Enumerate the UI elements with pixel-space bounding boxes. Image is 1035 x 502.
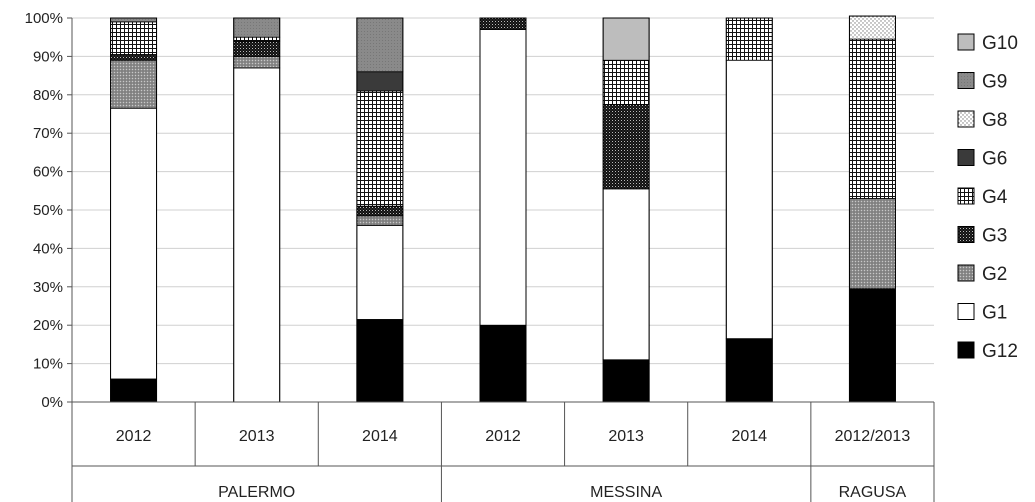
bar-segment-g4 bbox=[849, 38, 896, 199]
bar-segment-g9 bbox=[110, 17, 157, 23]
bar-segment-g12 bbox=[602, 359, 650, 403]
y-axis: 0% 10% 20% 30% 40% 50% 60% 70% 80% 90% 100% bbox=[25, 10, 73, 411]
y-tick-label: 90% bbox=[33, 48, 63, 65]
bar-segment-g9 bbox=[356, 17, 404, 73]
bar-segment-g4 bbox=[602, 59, 650, 105]
bars bbox=[110, 15, 896, 403]
category-axis: 2012 2013 2014 PALERMO 2012 2013 2014 MESSINA 20… bbox=[71, 401, 935, 502]
x-tick-label: 2013 bbox=[239, 428, 275, 445]
legend-swatch-g2 bbox=[957, 264, 975, 282]
bar-segment-g1 bbox=[479, 29, 527, 326]
legend-label: G9 bbox=[982, 72, 1007, 93]
group-label: PALERMO bbox=[218, 484, 295, 501]
y-tick-label: 0% bbox=[41, 394, 63, 411]
y-tick-label: 100% bbox=[25, 10, 63, 27]
bar-segment-g12 bbox=[725, 338, 773, 403]
x-tick-label: 2013 bbox=[608, 428, 644, 445]
bar-segment-g12 bbox=[849, 288, 896, 403]
legend-label: G2 bbox=[982, 264, 1007, 285]
bar-segment-g3 bbox=[356, 205, 404, 217]
bar-segment-g2 bbox=[356, 215, 404, 226]
y-tick-label: 20% bbox=[33, 317, 63, 334]
x-tick-label: 2012/2013 bbox=[835, 428, 911, 445]
legend: G10 G9 G8 G6 G4 G3 G2 G1 G12 bbox=[957, 33, 1018, 362]
bar-segment-g4 bbox=[725, 17, 773, 61]
legend-swatch-g9 bbox=[957, 72, 975, 89]
bar-segment-g8 bbox=[849, 15, 896, 40]
legend-label: G10 bbox=[982, 33, 1018, 54]
y-tick-label: 10% bbox=[33, 356, 63, 373]
bar-segment-g4 bbox=[356, 90, 404, 207]
bar-segment-g6 bbox=[356, 71, 404, 92]
bar-segment-g2 bbox=[233, 56, 281, 69]
bar-segment-g3 bbox=[602, 104, 650, 190]
bar-segment-g12 bbox=[356, 319, 404, 403]
legend-label: G12 bbox=[982, 341, 1018, 362]
legend-swatch-g4 bbox=[957, 187, 975, 205]
legend-swatch-g3 bbox=[957, 226, 975, 243]
group-label: RAGUSA bbox=[839, 484, 907, 501]
bar-segment-g1 bbox=[725, 59, 773, 340]
legend-swatch-g6 bbox=[957, 149, 975, 166]
bar-segment-g3 bbox=[233, 40, 281, 57]
legend-label: G3 bbox=[982, 226, 1007, 247]
bar-segment-g1 bbox=[110, 107, 157, 380]
bar-segment-g10 bbox=[602, 17, 650, 61]
bar-segment-g1 bbox=[356, 224, 404, 320]
y-tick-label: 30% bbox=[33, 279, 63, 296]
legend-label: G6 bbox=[982, 149, 1007, 170]
bar-segment-g4 bbox=[233, 36, 281, 42]
y-tick-label: 70% bbox=[33, 125, 63, 142]
legend-label: G8 bbox=[982, 110, 1007, 131]
bar-segment-g12 bbox=[110, 378, 157, 403]
bar-segment-g9 bbox=[233, 17, 281, 38]
y-tick-label: 60% bbox=[33, 164, 63, 181]
x-tick-label: 2012 bbox=[116, 428, 152, 445]
y-tick-label: 80% bbox=[33, 87, 63, 104]
bar-segment-g2 bbox=[110, 59, 157, 109]
bar-segment-g4 bbox=[110, 21, 157, 55]
x-tick-label: 2014 bbox=[731, 428, 767, 445]
legend-swatch-g1 bbox=[957, 303, 975, 320]
bar-segment-g12 bbox=[479, 324, 527, 403]
bar-segment-g2 bbox=[849, 198, 896, 290]
x-tick-label: 2014 bbox=[362, 428, 398, 445]
legend-label: G1 bbox=[982, 303, 1007, 324]
bar-segment-g3 bbox=[110, 54, 157, 61]
legend-label: G4 bbox=[982, 187, 1008, 208]
bar-segment-g1 bbox=[602, 188, 650, 361]
group-label: MESSINA bbox=[590, 484, 662, 501]
bar-segment-g3 bbox=[479, 17, 527, 30]
y-tick-label: 40% bbox=[33, 240, 63, 257]
y-tick-label: 50% bbox=[33, 202, 63, 219]
legend-swatch-g8 bbox=[957, 110, 975, 128]
bar-segment-g1 bbox=[233, 67, 281, 403]
x-tick-label: 2012 bbox=[485, 428, 521, 445]
legend-swatch-g10 bbox=[957, 33, 975, 51]
legend-swatch-g12 bbox=[957, 341, 975, 359]
